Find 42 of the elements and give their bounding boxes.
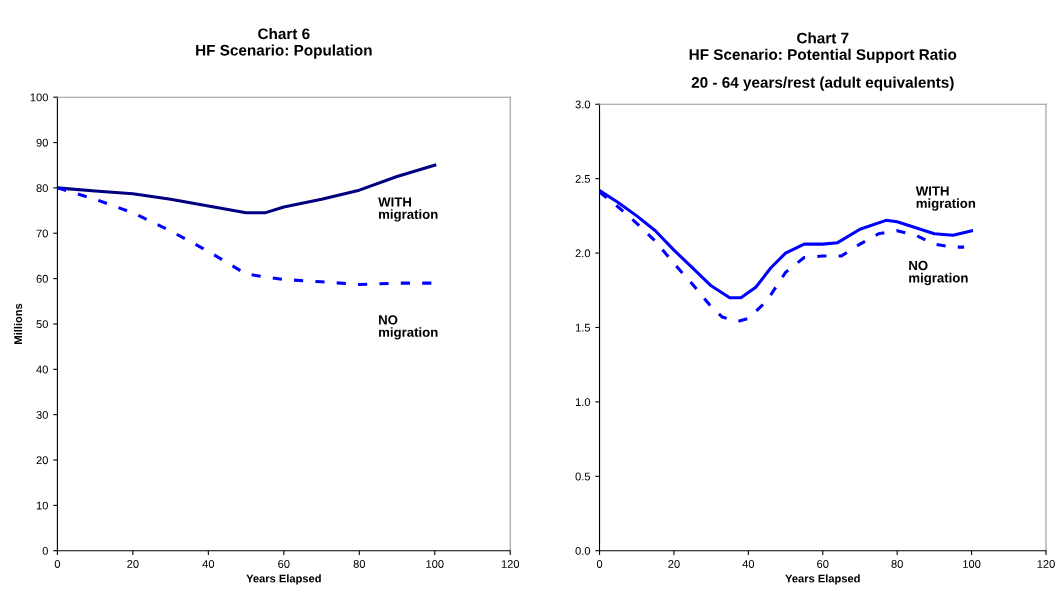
y-tick-label: 0.0	[575, 546, 591, 555]
x-tick-label: 0	[596, 560, 603, 568]
y-tick-label: 50	[36, 320, 48, 329]
y-tick-label: 80	[36, 184, 48, 193]
x-tick-label: 40	[202, 560, 215, 568]
y-tick-label: 1.0	[575, 398, 591, 407]
x-tick-label: 60	[817, 560, 829, 568]
y-tick-label: 2.0	[575, 249, 591, 258]
x-axis-title: Years Elapsed	[246, 574, 321, 585]
x-tick-label: 120	[1037, 560, 1055, 568]
y-tick-label: 20	[36, 456, 48, 465]
y-tick-label: 0	[42, 546, 48, 555]
series-label: WITH migration	[915, 186, 976, 211]
y-axis-title: Millions	[13, 303, 23, 344]
x-axis-title: Years Elapsed	[785, 574, 860, 585]
y-tick-label: 70	[36, 229, 48, 238]
x-tick-label: 100	[963, 560, 981, 568]
y-tick-label: 90	[36, 138, 48, 147]
x-tick-label: 60	[278, 560, 290, 568]
y-tick-label: 0.5	[575, 472, 591, 481]
y-tick-label: 30	[36, 410, 48, 419]
text: NO migration	[379, 315, 438, 340]
y-tick-label: 2.5	[575, 174, 591, 183]
y-tick-label: 40	[36, 365, 48, 374]
y-tick-label: 100	[30, 93, 48, 102]
series-label: NO migration	[909, 260, 968, 286]
chart-title: Chart 7 HF Scenario: Potential Support Ratio	[689, 32, 957, 63]
x-tick-label: 40	[742, 560, 755, 568]
y-tick-label: 60	[36, 274, 48, 283]
series-label: WITH migration	[378, 197, 438, 222]
y-tick-label: 10	[36, 501, 48, 510]
x-tick-label: 20	[127, 560, 139, 568]
x-tick-label: 0	[54, 560, 61, 568]
x-tick-label: 120	[501, 560, 520, 568]
x-tick-label: 20	[668, 560, 680, 568]
x-tick-label: 80	[891, 560, 903, 568]
x-tick-label: 100	[426, 560, 444, 568]
y-tick-label: 1.5	[575, 323, 591, 332]
y-tick-label: 3.0	[575, 100, 591, 109]
chart-subtitle: 20 - 64 years/rest (adult equivalents)	[691, 76, 954, 91]
x-tick-label: 80	[353, 560, 366, 568]
chart-title: Chart 6 HF Scenario: Population	[196, 27, 372, 59]
